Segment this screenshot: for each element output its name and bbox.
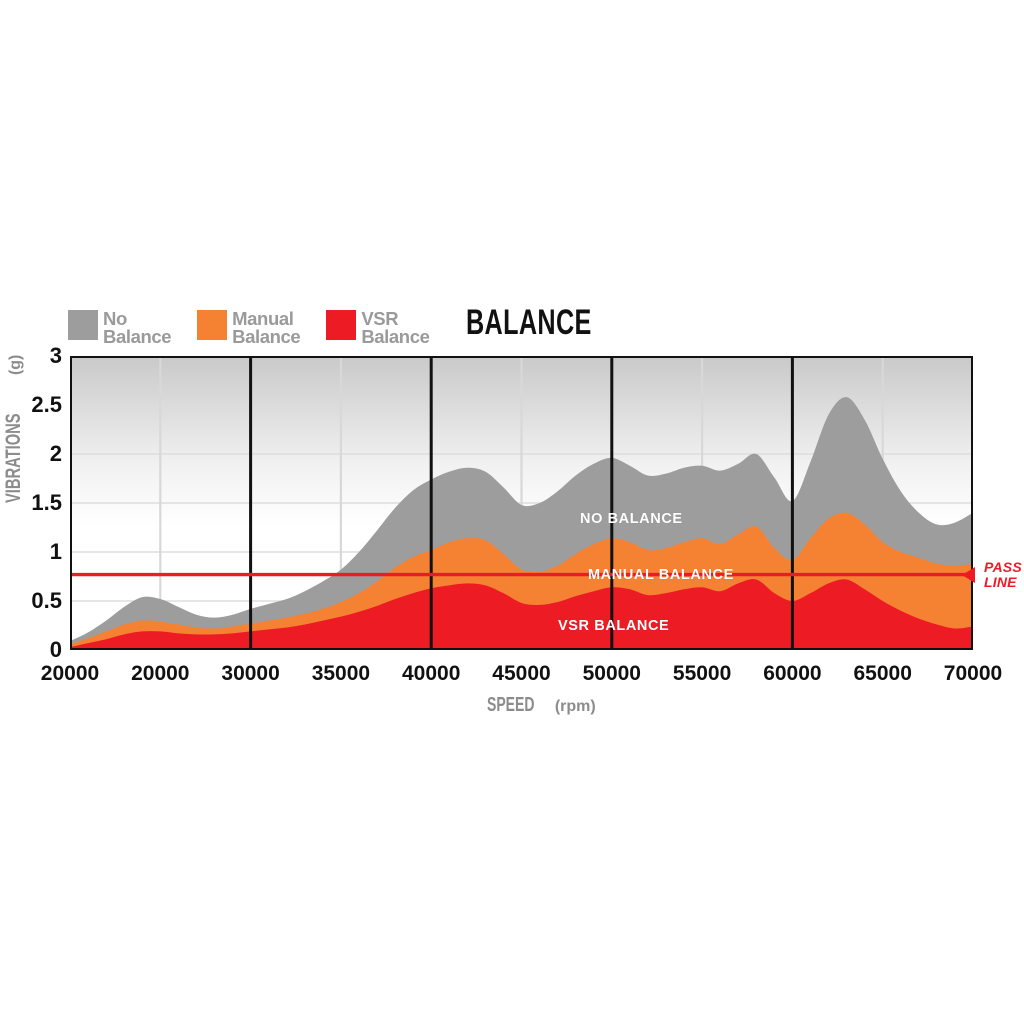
legend-label-vsr-balance: VSR Balance	[361, 308, 430, 347]
label-manual-balance: MANUAL BALANCE	[588, 567, 734, 583]
pass-line-arrow-icon	[962, 567, 975, 583]
legend-label-manual-balance: Manual Balance	[232, 308, 301, 347]
area-series-vsr-balance	[70, 579, 973, 650]
y-axis-label: VIBRATIONS (g)	[2, 355, 26, 503]
x-axis-label-main: SPEED	[487, 694, 535, 716]
legend-swatch-vsr-balance	[326, 310, 357, 340]
y-tick-0: 0	[49, 637, 62, 662]
legend-swatch-no-balance	[68, 310, 98, 340]
label-no-balance: NO BALANCE	[580, 511, 683, 527]
chart-title: BALANCE	[466, 303, 592, 342]
x-tick-9: 65000	[853, 662, 912, 685]
legend-swatch-manual-balance	[197, 310, 228, 340]
label-vsr-balance: VSR BALANCE	[558, 618, 670, 634]
y-tick-1.5: 1.5	[31, 490, 62, 515]
legend-item-vsr-balance[interactable]: VSR Balance	[326, 308, 430, 347]
x-tick-0: 20000	[40, 662, 100, 685]
x-tick-7: 55000	[672, 662, 732, 685]
y-axis-label-main: VIBRATIONS	[2, 413, 25, 503]
legend-label-no-balance: No Balance	[103, 308, 172, 347]
x-tick-1: 20000	[131, 662, 190, 685]
x-tick-5: 45000	[492, 662, 551, 685]
series-areas	[70, 397, 973, 650]
y-tick-3: 3	[49, 343, 62, 368]
plot-border	[70, 356, 973, 650]
plot-area: NO BALANCE MANUAL BALANCE VSR BALANCE	[70, 356, 973, 650]
y-axis-label-unit: (g)	[7, 354, 24, 376]
legend-item-no-balance[interactable]: No Balance	[68, 308, 172, 347]
x-tick-4: 40000	[401, 662, 461, 685]
x-axis-label-unit: (rpm)	[554, 698, 596, 715]
x-tick-2: 30000	[221, 662, 280, 685]
legend-item-manual-balance[interactable]: Manual Balance	[197, 308, 301, 347]
y-tick-2.5: 2.5	[31, 392, 62, 417]
chart-legend: No Balance Manual Balance VSR Balance	[68, 308, 455, 347]
x-axis-label: SPEED (rpm)	[487, 694, 596, 717]
x-tick-6: 50000	[582, 662, 641, 685]
y-tick-0.5: 0.5	[31, 588, 62, 613]
x-tick-10: 70000	[943, 662, 1003, 685]
area-chart-svg	[70, 356, 973, 650]
y-axis-ticks: 0 0.5 1 1.5 2 2.5 3	[0, 0, 62, 1024]
y-tick-1: 1	[49, 539, 62, 564]
vertical-gridlines-dark	[249, 356, 794, 650]
pass-line-label: PASS LINE	[984, 559, 1022, 590]
x-tick-3: 35000	[311, 662, 371, 685]
y-tick-2: 2	[49, 441, 62, 466]
x-tick-8: 60000	[763, 662, 822, 685]
x-axis-ticks: 20000 20000 30000 35000 40000 45000 50000 55000…	[0, 662, 1024, 692]
